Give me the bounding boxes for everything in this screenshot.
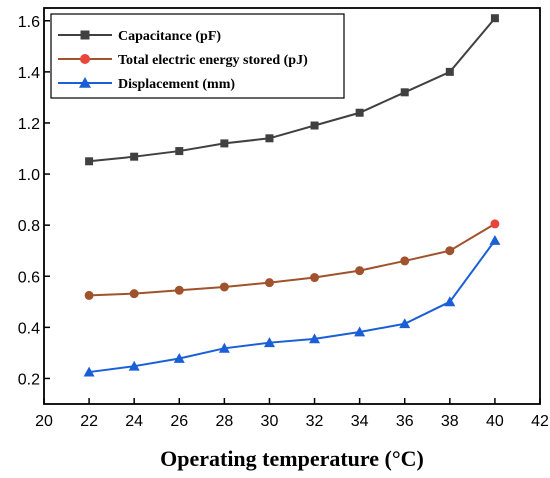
legend-label: Total electric energy stored (pJ) bbox=[118, 53, 308, 68]
legend-marker bbox=[79, 77, 91, 88]
data-point bbox=[310, 121, 319, 130]
legend-item: Capacitance (pF) bbox=[58, 29, 221, 44]
data-point bbox=[309, 333, 321, 344]
data-point bbox=[85, 157, 94, 166]
data-point bbox=[355, 266, 365, 276]
data-point bbox=[444, 296, 456, 307]
y-tick-label: 1.0 bbox=[18, 167, 40, 184]
series-line bbox=[88, 17, 496, 163]
x-tick-label: 22 bbox=[80, 413, 98, 430]
x-tick-label: 42 bbox=[531, 413, 549, 430]
x-tick-label: 40 bbox=[486, 413, 504, 430]
data-point bbox=[218, 342, 230, 353]
data-point bbox=[489, 234, 501, 245]
data-point bbox=[310, 273, 320, 283]
x-tick-label: 34 bbox=[351, 413, 369, 430]
y-axis: 0.2 0.4 0.6 0.8 1.0 1.2 1.4 1.6 bbox=[18, 14, 50, 388]
data-point bbox=[445, 246, 455, 256]
data-point bbox=[263, 337, 275, 348]
data-point bbox=[130, 152, 139, 161]
series-3 bbox=[83, 234, 501, 377]
data-point bbox=[354, 326, 366, 337]
legend-marker bbox=[80, 54, 90, 64]
data-point bbox=[400, 88, 409, 97]
x-axis-title: Operating temperature (°C) bbox=[160, 446, 424, 471]
x-tick-label: 36 bbox=[396, 413, 414, 430]
y-tick-label: 1.6 bbox=[18, 14, 40, 31]
legend-item: Displacement (mm) bbox=[58, 77, 235, 92]
x-tick-label: 28 bbox=[215, 413, 233, 430]
series-2 bbox=[84, 219, 500, 300]
x-tick-label: 38 bbox=[441, 413, 459, 430]
data-point bbox=[129, 289, 139, 299]
series-line bbox=[89, 223, 496, 297]
data-point bbox=[490, 219, 500, 229]
y-tick-label: 0.4 bbox=[18, 320, 40, 337]
data-point bbox=[264, 278, 274, 288]
y-tick-label: 0.2 bbox=[18, 371, 40, 388]
data-point bbox=[265, 134, 274, 143]
data-point bbox=[83, 366, 95, 377]
plot-frame bbox=[43, 7, 541, 405]
data-point bbox=[84, 290, 94, 300]
data-point bbox=[128, 360, 140, 371]
series-1 bbox=[85, 14, 499, 166]
data-point bbox=[355, 108, 364, 117]
x-tick-label: 30 bbox=[261, 413, 279, 430]
x-tick-label: 26 bbox=[170, 413, 188, 430]
legend-marker bbox=[80, 30, 90, 40]
data-point bbox=[220, 139, 229, 148]
legend-label: Capacitance (pF) bbox=[118, 29, 221, 44]
y-tick-label: 1.2 bbox=[18, 116, 40, 133]
legend-label: Displacement (mm) bbox=[118, 77, 235, 92]
y-tick-label: 0.8 bbox=[18, 218, 40, 235]
data-point bbox=[399, 318, 411, 329]
legend-item: Total electric energy stored (pJ) bbox=[58, 53, 308, 68]
data-point bbox=[173, 353, 185, 363]
x-tick-label: 24 bbox=[125, 413, 143, 430]
x-axis: 20 22 24 26 28 30 32 34 36 38 40 42 bbox=[35, 398, 549, 430]
series-line bbox=[88, 239, 496, 374]
data-point bbox=[175, 147, 184, 156]
data-point bbox=[219, 282, 229, 292]
data-point bbox=[400, 256, 410, 266]
data-point bbox=[174, 285, 184, 295]
y-tick-label: 1.4 bbox=[18, 65, 40, 82]
x-tick-label: 20 bbox=[35, 413, 53, 430]
legend: Capacitance (pF) Total electric energy st… bbox=[50, 13, 345, 99]
y-tick-label: 0.6 bbox=[18, 269, 40, 286]
x-tick-label: 32 bbox=[306, 413, 324, 430]
data-point bbox=[445, 67, 454, 76]
data-point bbox=[490, 14, 499, 23]
series-layer bbox=[83, 14, 501, 377]
